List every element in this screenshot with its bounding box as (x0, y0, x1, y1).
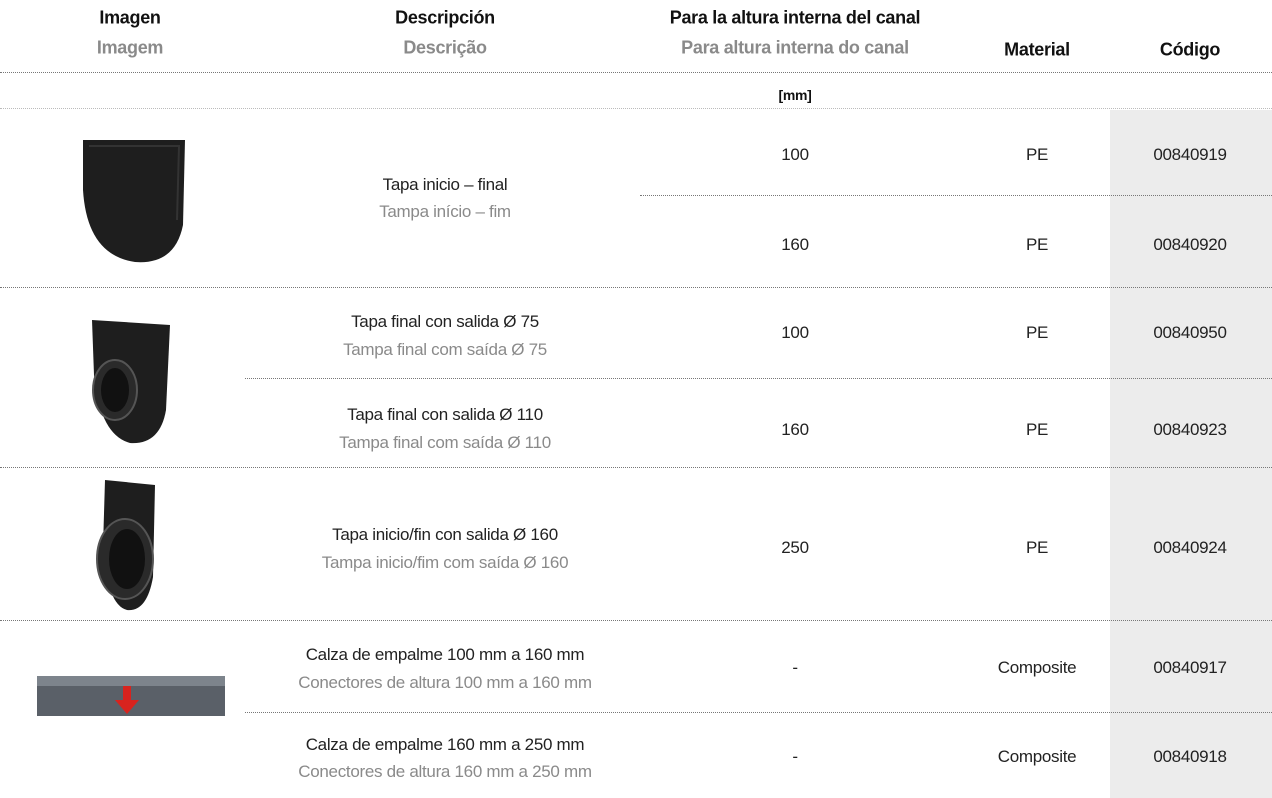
description: Tapa inicio – final (382, 175, 508, 194)
product-image (92, 320, 170, 444)
divider (0, 108, 1272, 109)
code: 00840924 (1153, 538, 1227, 557)
header: Para la altura interna del canal (669, 7, 921, 28)
code: 00840917 (1153, 658, 1227, 677)
code: 00840920 (1153, 235, 1227, 254)
height: 160 (781, 235, 809, 254)
description-pt: Conectores de altura 160 mm a 250 mm (298, 762, 592, 781)
header: Imagen (99, 7, 161, 28)
header: Material (1004, 39, 1070, 60)
description-pt: Tampa final com saída Ø 75 (343, 340, 547, 359)
divider (0, 620, 1272, 621)
header: Imagem (96, 37, 164, 58)
code: 00840950 (1153, 323, 1227, 342)
material: PE (1025, 420, 1049, 439)
description-pt: Conectores de altura 100 mm a 160 mm (298, 673, 592, 692)
description-pt: Tampa início – fim (379, 202, 511, 221)
description: Calza de empalme 160 mm a 250 mm (305, 735, 585, 754)
description-pt: Tampa final com saída Ø 110 (339, 433, 551, 452)
product-image (96, 480, 155, 611)
code: 00840923 (1153, 420, 1227, 439)
material: PE (1025, 145, 1049, 164)
description: Tapa inicio/fin con salida Ø 160 (332, 525, 558, 544)
header: Descripción (395, 7, 495, 28)
code: 00840918 (1153, 747, 1227, 766)
height: - (792, 658, 798, 677)
divider (0, 467, 1272, 468)
unit: [mm] (778, 87, 812, 103)
divider (245, 712, 1272, 713)
divider (0, 72, 1272, 73)
material: PE (1025, 235, 1049, 254)
divider (0, 287, 1272, 288)
material: Composite (997, 747, 1077, 766)
product-image (83, 140, 185, 263)
divider (640, 195, 1272, 196)
height: 100 (781, 145, 809, 164)
header: Descrição (403, 37, 487, 58)
product-image (37, 676, 225, 716)
description: Tapa final con salida Ø 110 (347, 405, 543, 424)
code: 00840919 (1153, 145, 1227, 164)
divider (245, 378, 1272, 379)
description: Calza de empalme 100 mm a 160 mm (305, 645, 585, 664)
description-pt: Tampa inicio/fim com saída Ø 160 (321, 553, 569, 572)
height: 100 (781, 323, 809, 342)
header: Para altura interna do canal (681, 37, 909, 58)
header: Código (1159, 39, 1221, 60)
material: Composite (997, 658, 1077, 677)
description: Tapa final con salida Ø 75 (351, 312, 539, 331)
code-column-bg (1110, 110, 1272, 798)
height: 250 (781, 538, 809, 557)
height: 160 (781, 420, 809, 439)
material: PE (1025, 538, 1049, 557)
height: - (792, 747, 798, 766)
material: PE (1025, 323, 1049, 342)
